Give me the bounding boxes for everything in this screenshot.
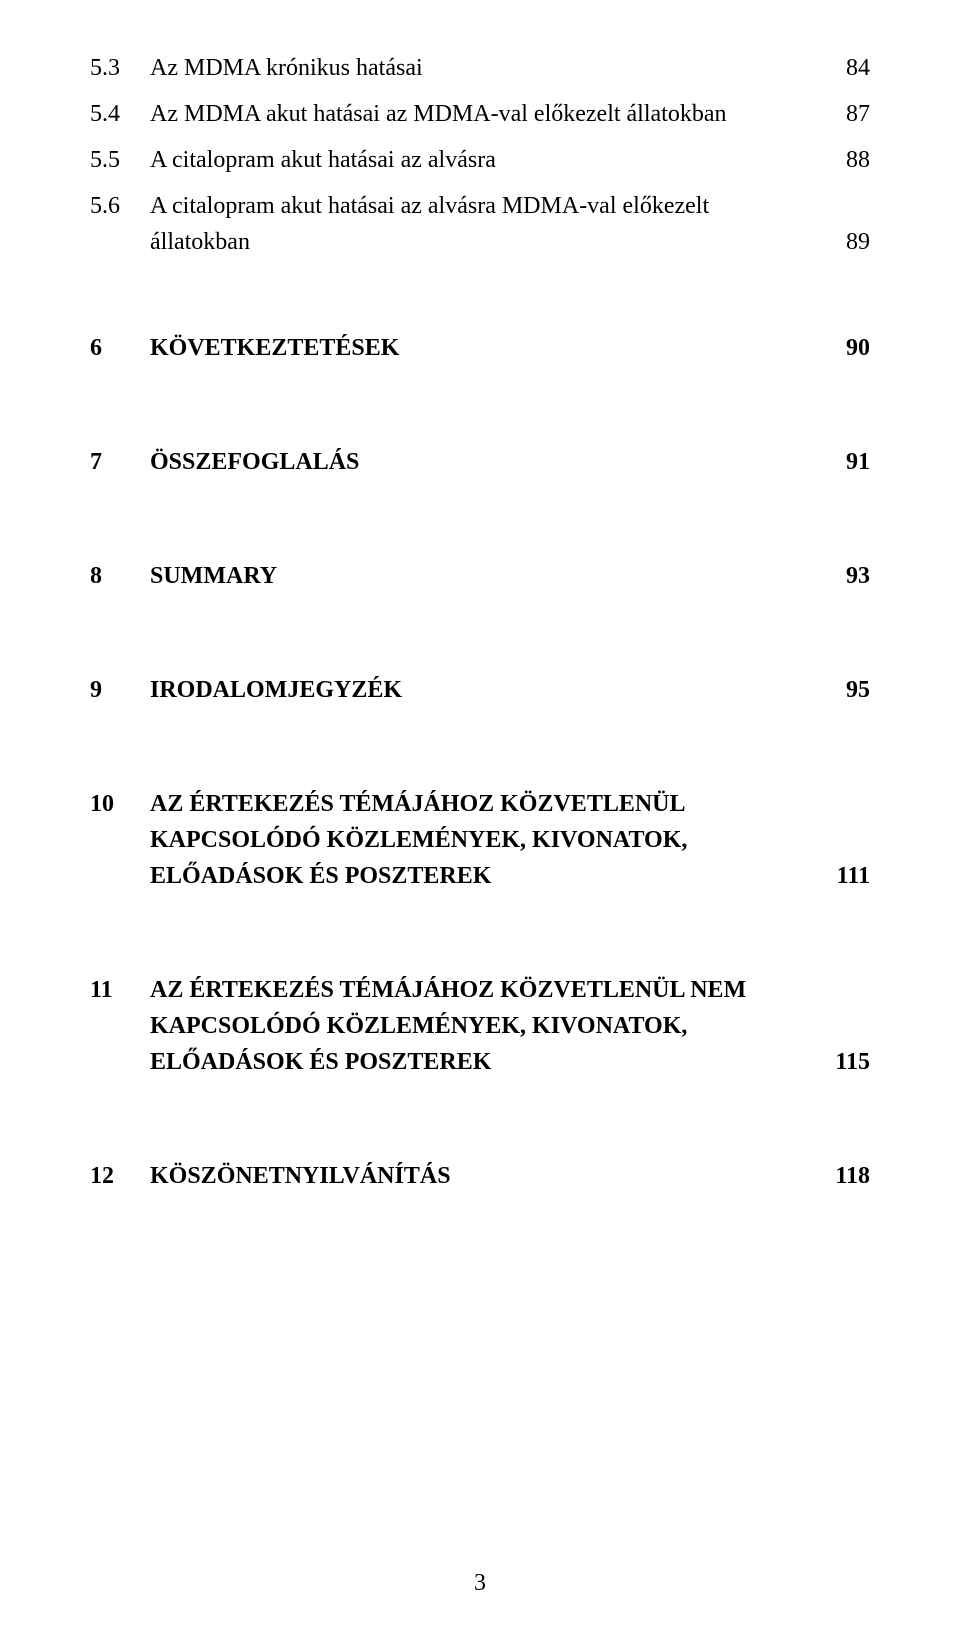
toc-entry-title: SUMMARY — [150, 558, 810, 594]
toc-entry-10: 10 AZ ÉRTEKEZÉS TÉMÁJÁHOZ KÖZVETLENÜL — [90, 786, 870, 822]
toc-entry-10-cont: KAPCSOLÓDÓ KÖZLEMÉNYEK, KIVONATOK, — [90, 822, 870, 858]
toc-entry-11: 11 AZ ÉRTEKEZÉS TÉMÁJÁHOZ KÖZVETLENÜL NE… — [90, 972, 870, 1008]
toc-entry-page: 89 — [810, 224, 870, 260]
toc-entry-title-line3: ELŐADÁSOK ÉS POSZTEREK — [150, 858, 810, 894]
toc-entry-page: 95 — [810, 672, 870, 708]
toc-entry-title-line1: A citalopram akut hatásai az alvásra MDM… — [150, 188, 810, 224]
toc-entry-title: IRODALOMJEGYZÉK — [150, 672, 810, 708]
toc-entry-number: 7 — [90, 444, 150, 480]
toc-entry-10-cont2: ELŐADÁSOK ÉS POSZTEREK 111 — [90, 858, 870, 894]
toc-entry-number: 11 — [90, 972, 150, 1008]
toc-entry-5-5: 5.5 A citalopram akut hatásai az alvásra… — [90, 142, 870, 178]
toc-entry-title-line1: AZ ÉRTEKEZÉS TÉMÁJÁHOZ KÖZVETLENÜL NEM — [150, 972, 810, 1008]
toc-entry-page: 118 — [810, 1158, 870, 1194]
toc-entry-number: 5.3 — [90, 50, 150, 86]
toc-entry-title-line2: KAPCSOLÓDÓ KÖZLEMÉNYEK, KIVONATOK, — [150, 822, 810, 858]
toc-entry-title: Az MDMA krónikus hatásai — [150, 50, 810, 86]
toc-entry-title: ÖSSZEFOGLALÁS — [150, 444, 810, 480]
toc-entry-5-6-cont: állatokban 89 — [90, 224, 870, 260]
toc-entry-5-6: 5.6 A citalopram akut hatásai az alvásra… — [90, 188, 870, 224]
toc-entry-number: 8 — [90, 558, 150, 594]
toc-entry-number: 5.6 — [90, 188, 150, 224]
toc-entry-7: 7 ÖSSZEFOGLALÁS 91 — [90, 444, 870, 480]
toc-entry-9: 9 IRODALOMJEGYZÉK 95 — [90, 672, 870, 708]
toc-entry-number: 5.4 — [90, 96, 150, 132]
toc-entry-6: 6 KÖVETKEZTETÉSEK 90 — [90, 330, 870, 366]
toc-entry-title: Az MDMA akut hatásai az MDMA-val előkeze… — [150, 96, 810, 132]
toc-entry-page: 84 — [810, 50, 870, 86]
toc-entry-page: 115 — [810, 1044, 870, 1080]
toc-entry-title-line2: KAPCSOLÓDÓ KÖZLEMÉNYEK, KIVONATOK, — [150, 1008, 810, 1044]
toc-entry-title-line1: AZ ÉRTEKEZÉS TÉMÁJÁHOZ KÖZVETLENÜL — [150, 786, 810, 822]
toc-entry-page: 88 — [810, 142, 870, 178]
toc-entry-5-4: 5.4 Az MDMA akut hatásai az MDMA-val elő… — [90, 96, 870, 132]
toc-entry-number: 5.5 — [90, 142, 150, 178]
page-container: 5.3 Az MDMA krónikus hatásai 84 5.4 Az M… — [0, 0, 960, 1652]
toc-entry-title-line3: ELŐADÁSOK ÉS POSZTEREK — [150, 1044, 810, 1080]
toc-entry-title: A citalopram akut hatásai az alvásra — [150, 142, 810, 178]
toc-entry-number: 12 — [90, 1158, 150, 1194]
toc-entry-8: 8 SUMMARY 93 — [90, 558, 870, 594]
toc-entry-page: 91 — [810, 444, 870, 480]
toc-entry-number: 9 — [90, 672, 150, 708]
toc-entry-11-cont: KAPCSOLÓDÓ KÖZLEMÉNYEK, KIVONATOK, — [90, 1008, 870, 1044]
toc-entry-title: KÖSZÖNETNYILVÁNÍTÁS — [150, 1158, 810, 1194]
toc-entry-title: KÖVETKEZTETÉSEK — [150, 330, 810, 366]
toc-entry-5-3: 5.3 Az MDMA krónikus hatásai 84 — [90, 50, 870, 86]
toc-entry-number: 6 — [90, 330, 150, 366]
toc-entry-number: 10 — [90, 786, 150, 822]
page-number: 3 — [0, 1570, 960, 1597]
toc-entry-page: 87 — [810, 96, 870, 132]
toc-entry-11-cont2: ELŐADÁSOK ÉS POSZTEREK 115 — [90, 1044, 870, 1080]
toc-entry-12: 12 KÖSZÖNETNYILVÁNÍTÁS 118 — [90, 1158, 870, 1194]
toc-entry-title-line2: állatokban — [150, 224, 810, 260]
toc-entry-page: 93 — [810, 558, 870, 594]
toc-entry-page: 111 — [810, 858, 870, 894]
toc-entry-page: 90 — [810, 330, 870, 366]
